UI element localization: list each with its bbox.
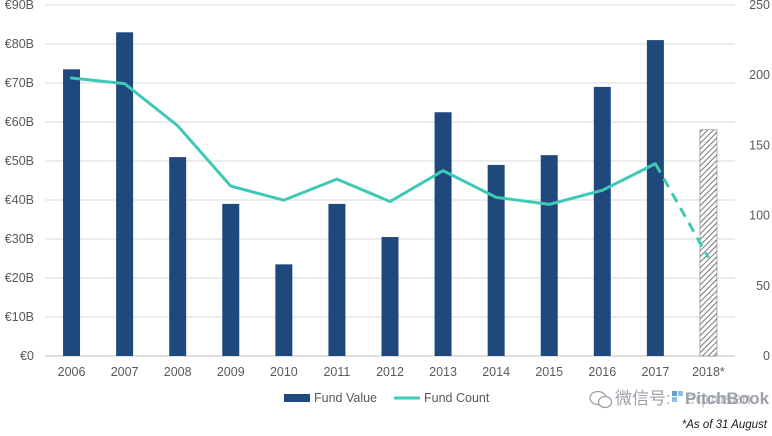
y-left-tick-label: €70B xyxy=(5,76,34,90)
bar-fund-value xyxy=(222,204,239,356)
bar-fund-value xyxy=(594,87,611,356)
x-tick-label: 2014 xyxy=(482,365,510,379)
y-left-tick-label: €10B xyxy=(5,310,34,324)
y-right-tick-label: 0 xyxy=(763,349,770,363)
fund-value-bars xyxy=(63,32,717,356)
x-tick-label: 2013 xyxy=(429,365,457,379)
wechat-label: 微信号: xyxy=(615,389,671,408)
chart-footnote: *As of 31 August xyxy=(682,419,768,431)
bar-fund-value xyxy=(328,204,345,356)
bar-fund-value xyxy=(169,157,186,356)
x-tick-label: 2016 xyxy=(588,365,616,379)
y-left-tick-label: €0 xyxy=(20,349,34,363)
watermark: 微信号: PitchBook equusen xyxy=(590,389,770,408)
bar-fund-value xyxy=(275,264,292,356)
x-tick-label: 2010 xyxy=(270,365,298,379)
legend-swatch-fund-value xyxy=(284,394,310,402)
x-tick-label: 2009 xyxy=(217,365,245,379)
wechat-icon xyxy=(590,392,612,408)
bar-fund-value xyxy=(647,40,664,356)
x-tick-label: 2007 xyxy=(111,365,139,379)
legend-label-fund-value: Fund Value xyxy=(314,391,377,405)
x-tick-label: 2012 xyxy=(376,365,404,379)
y-left-tick-label: €40B xyxy=(5,193,34,207)
pitchbook-logo-icon xyxy=(672,391,683,402)
legend-label-fund-count: Fund Count xyxy=(424,391,490,405)
legend-item-fund-count: Fund Count xyxy=(394,391,490,405)
bar-fund-value xyxy=(116,32,133,356)
bar-fund-value xyxy=(541,155,558,356)
legend-item-fund-value: Fund Value xyxy=(284,391,377,405)
x-tick-label: 2017 xyxy=(641,365,669,379)
fund-count-line xyxy=(72,78,709,258)
x-tick-label: 2006 xyxy=(58,365,86,379)
x-tick-label: 2011 xyxy=(323,365,350,379)
y-right-tick-label: 250 xyxy=(749,0,770,12)
x-tick-label: 2015 xyxy=(535,365,563,379)
bar-fund-value xyxy=(63,69,80,356)
x-tick-label: 2008 xyxy=(164,365,192,379)
y-right-tick-label: 150 xyxy=(749,138,770,152)
y-left-tick-label: €30B xyxy=(5,232,34,246)
y-right-tick-label: 50 xyxy=(756,279,770,293)
bar-fund-value xyxy=(435,112,452,356)
y-left-tick-label: €50B xyxy=(5,154,34,168)
y-left-tick-label: €80B xyxy=(5,37,34,51)
y-right-tick-label: 200 xyxy=(749,68,770,82)
y-left-tick-label: €60B xyxy=(5,115,34,129)
bar-fund-value-estimate xyxy=(700,130,717,356)
x-tick-label: 2018* xyxy=(692,365,725,379)
bar-fund-value xyxy=(382,237,399,356)
y-right-tick-label: 100 xyxy=(749,209,770,223)
line-fund-count xyxy=(72,78,656,204)
y-left-tick-label: €20B xyxy=(5,271,34,285)
legend: Fund Value Fund Count xyxy=(284,391,490,405)
y-left-tick-label: €90B xyxy=(5,0,34,12)
wechat-account: equusen xyxy=(686,389,751,408)
